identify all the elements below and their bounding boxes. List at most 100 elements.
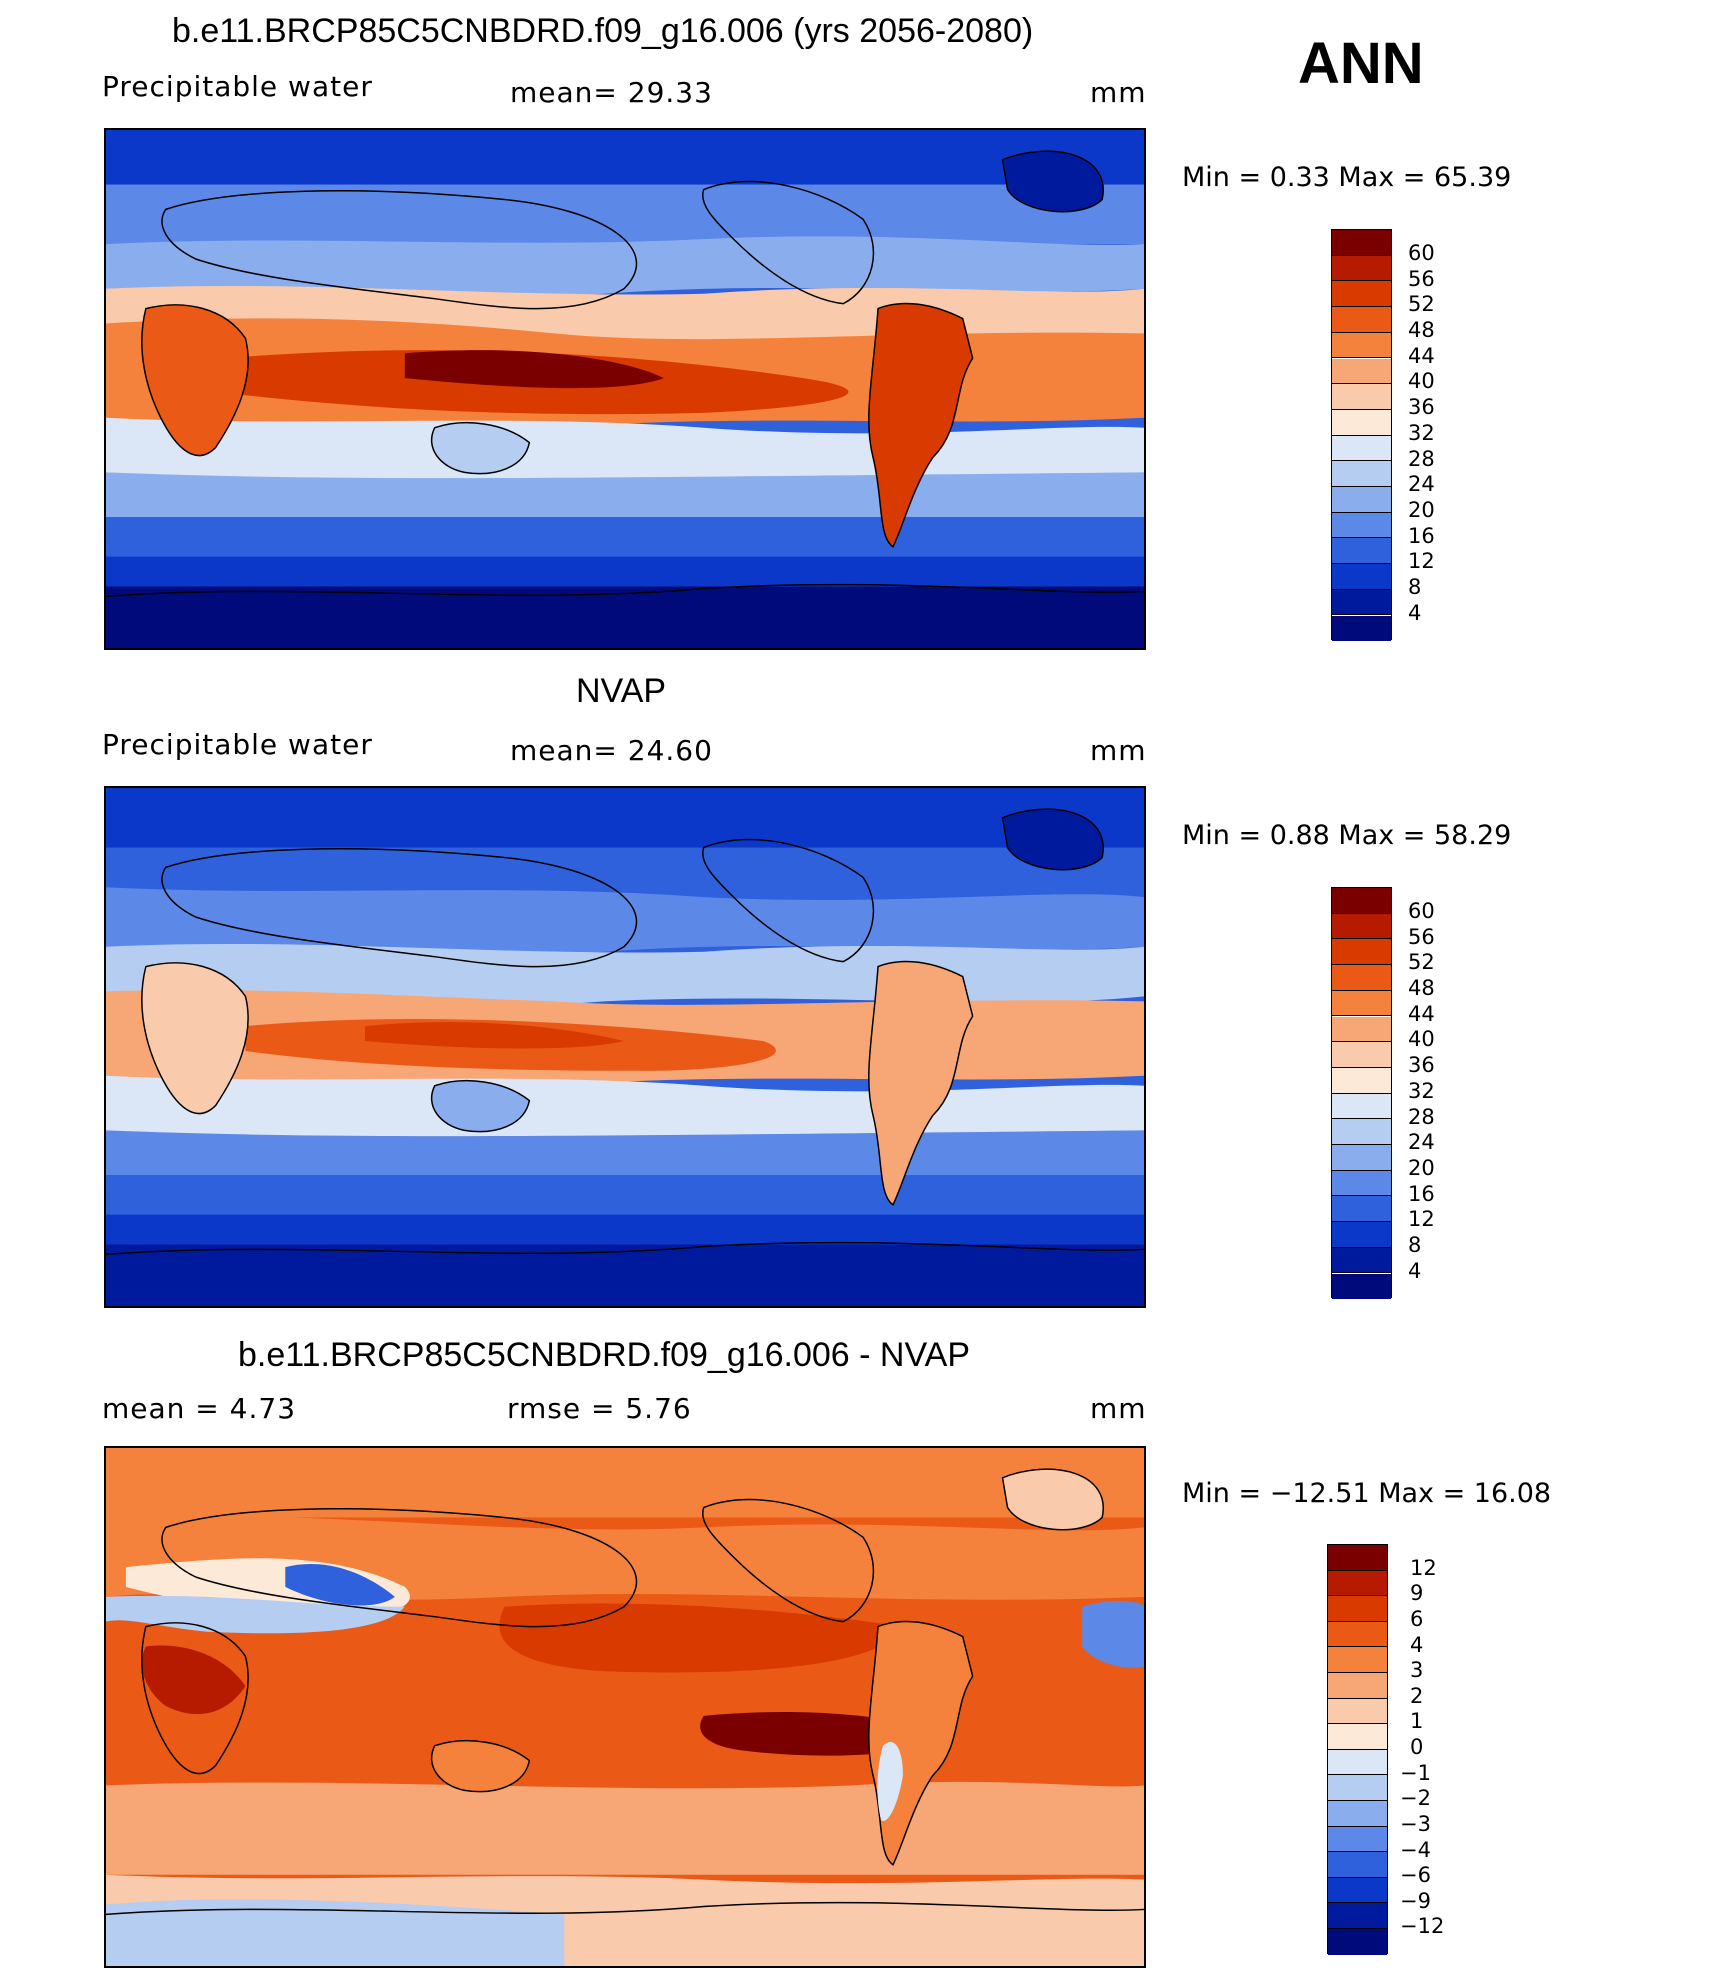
panel2-tick: 56	[1408, 925, 1435, 949]
panel1-tick: 8	[1408, 575, 1422, 599]
panel1-tick: 16	[1408, 524, 1435, 548]
panel1-tick: 24	[1408, 472, 1435, 496]
panel2-colorbar-seg	[1332, 1067, 1391, 1094]
panel2-title: NVAP	[576, 672, 667, 710]
panel1-colorbar-seg	[1332, 307, 1391, 333]
panel2-tick: 32	[1408, 1079, 1435, 1103]
panel3-colorbar-seg	[1328, 1749, 1387, 1776]
panel2-tick: 40	[1408, 1027, 1435, 1051]
panel3-colorbar-seg	[1328, 1903, 1387, 1929]
panel1-colorbar-seg	[1332, 435, 1391, 462]
panel3-tick: −1	[1400, 1761, 1431, 1785]
panel2-colorbar-seg	[1332, 1170, 1391, 1197]
panel2-tick: 8	[1408, 1233, 1422, 1257]
panel2-colorbar-seg	[1332, 1016, 1391, 1043]
panel1-colorbar-seg	[1332, 538, 1391, 565]
panel2-colorbar-seg	[1332, 1119, 1391, 1145]
panel1-minmax: Min = 0.33 Max = 65.39	[1182, 162, 1512, 193]
panel3-colorbar-seg	[1328, 1826, 1387, 1853]
panel1-tick: 44	[1408, 344, 1435, 368]
panel2-tick: 52	[1408, 950, 1435, 974]
panel3-tick: 2	[1410, 1684, 1424, 1708]
panel1-tick: 52	[1408, 292, 1435, 316]
panel3-title: b.e11.BRCP85C5CNBDRD.f09_g16.006 - NVAP	[238, 1336, 970, 1374]
panel3-tick: −2	[1400, 1786, 1431, 1810]
panel3-tick: 0	[1410, 1735, 1424, 1759]
panel2-colorbar-seg	[1332, 1273, 1391, 1299]
panel3-mean-label: mean = 4.73	[102, 1392, 297, 1425]
panel3-colorbar-seg	[1328, 1570, 1387, 1597]
panel2-colorbar-seg	[1332, 1042, 1391, 1068]
panel1-tick: 12	[1408, 549, 1435, 573]
panel1-mean-label: mean= 29.33	[510, 76, 713, 109]
panel2-tick: 44	[1408, 1002, 1435, 1026]
panel2-mean-label: mean= 24.60	[510, 734, 713, 767]
panel1-map	[104, 128, 1146, 650]
panel1-colorbar-seg	[1332, 461, 1391, 487]
panel3-rmse-label: rmse = 5.76	[507, 1392, 692, 1425]
panel3-colorbar-seg	[1328, 1647, 1387, 1673]
panel3-minmax: Min = −12.51 Max = 16.08	[1182, 1478, 1552, 1509]
panel3-colorbar-seg	[1328, 1801, 1387, 1827]
panel3-colorbar-seg	[1328, 1698, 1387, 1725]
panel2-map-field	[106, 788, 1144, 1306]
panel1-colorbar-seg	[1332, 564, 1391, 590]
panel2-colorbar	[1331, 887, 1392, 1299]
panel1-colorbar-seg	[1332, 255, 1391, 282]
panel2-tick: 60	[1408, 899, 1435, 923]
panel1-tick: 4	[1408, 601, 1422, 625]
panel3-tick: 9	[1410, 1581, 1424, 1605]
panel2-minmax: Min = 0.88 Max = 58.29	[1182, 820, 1512, 851]
panel1-title: b.e11.BRCP85C5CNBDRD.f09_g16.006 (yrs 20…	[172, 12, 1034, 50]
panel2-tick: 36	[1408, 1053, 1435, 1077]
panel2-tick: 4	[1408, 1259, 1422, 1283]
panel1-tick: 40	[1408, 369, 1435, 393]
panel3-colorbar-seg	[1328, 1673, 1387, 1699]
season-label: ANN	[1298, 31, 1424, 96]
panel3-colorbar-seg	[1328, 1775, 1387, 1801]
panel3-map-field	[106, 1448, 1144, 1966]
panel2-colorbar-seg	[1332, 1145, 1391, 1171]
panel1-tick: 32	[1408, 421, 1435, 445]
panel1-tick: 56	[1408, 267, 1435, 291]
panel3-colorbar-seg	[1328, 1852, 1387, 1878]
panel3-units-label: mm	[1090, 1392, 1147, 1425]
panel2-colorbar-seg	[1332, 1093, 1391, 1120]
panel1-variable-label: Precipitable water	[102, 70, 373, 103]
panel1-tick: 20	[1408, 498, 1435, 522]
panel2-tick: 20	[1408, 1156, 1435, 1180]
panel1-tick: 60	[1408, 241, 1435, 265]
panel3-tick: 12	[1410, 1556, 1437, 1580]
panel2-colorbar-seg	[1332, 1222, 1391, 1248]
panel3-tick: −9	[1400, 1889, 1431, 1913]
panel3-tick: −4	[1400, 1838, 1431, 1862]
panel2-colorbar-seg	[1332, 939, 1391, 966]
panel3-colorbar-seg	[1328, 1596, 1387, 1622]
panel2-tick: 16	[1408, 1182, 1435, 1206]
panel1-colorbar-seg	[1332, 281, 1391, 308]
panel3-tick: 6	[1410, 1607, 1424, 1631]
panel2-colorbar-seg	[1332, 913, 1391, 940]
panel3-tick: 1	[1410, 1709, 1424, 1733]
panel2-tick: 12	[1408, 1207, 1435, 1231]
panel3-tick: −6	[1400, 1863, 1431, 1887]
panel1-tick: 36	[1408, 395, 1435, 419]
panel1-colorbar	[1331, 229, 1392, 641]
panel1-colorbar-seg	[1332, 615, 1391, 641]
panel2-tick: 24	[1408, 1130, 1435, 1154]
panel3-colorbar-seg	[1328, 1877, 1387, 1904]
panel3-tick: −3	[1400, 1812, 1431, 1836]
panel2-colorbar-seg	[1332, 888, 1391, 914]
panel2-units-label: mm	[1090, 734, 1147, 767]
panel1-tick: 28	[1408, 447, 1435, 471]
panel3-colorbar-seg	[1328, 1545, 1387, 1571]
panel1-colorbar-seg	[1332, 230, 1391, 256]
panel2-tick: 28	[1408, 1105, 1435, 1129]
panel1-colorbar-seg	[1332, 384, 1391, 410]
panel3-colorbar-seg	[1328, 1724, 1387, 1750]
panel3-tick: 4	[1410, 1633, 1424, 1657]
panel3-tick: −12	[1400, 1914, 1445, 1938]
panel2-colorbar-seg	[1332, 1247, 1391, 1274]
panel3-tick: 3	[1410, 1658, 1424, 1682]
panel3-map	[104, 1446, 1146, 1968]
